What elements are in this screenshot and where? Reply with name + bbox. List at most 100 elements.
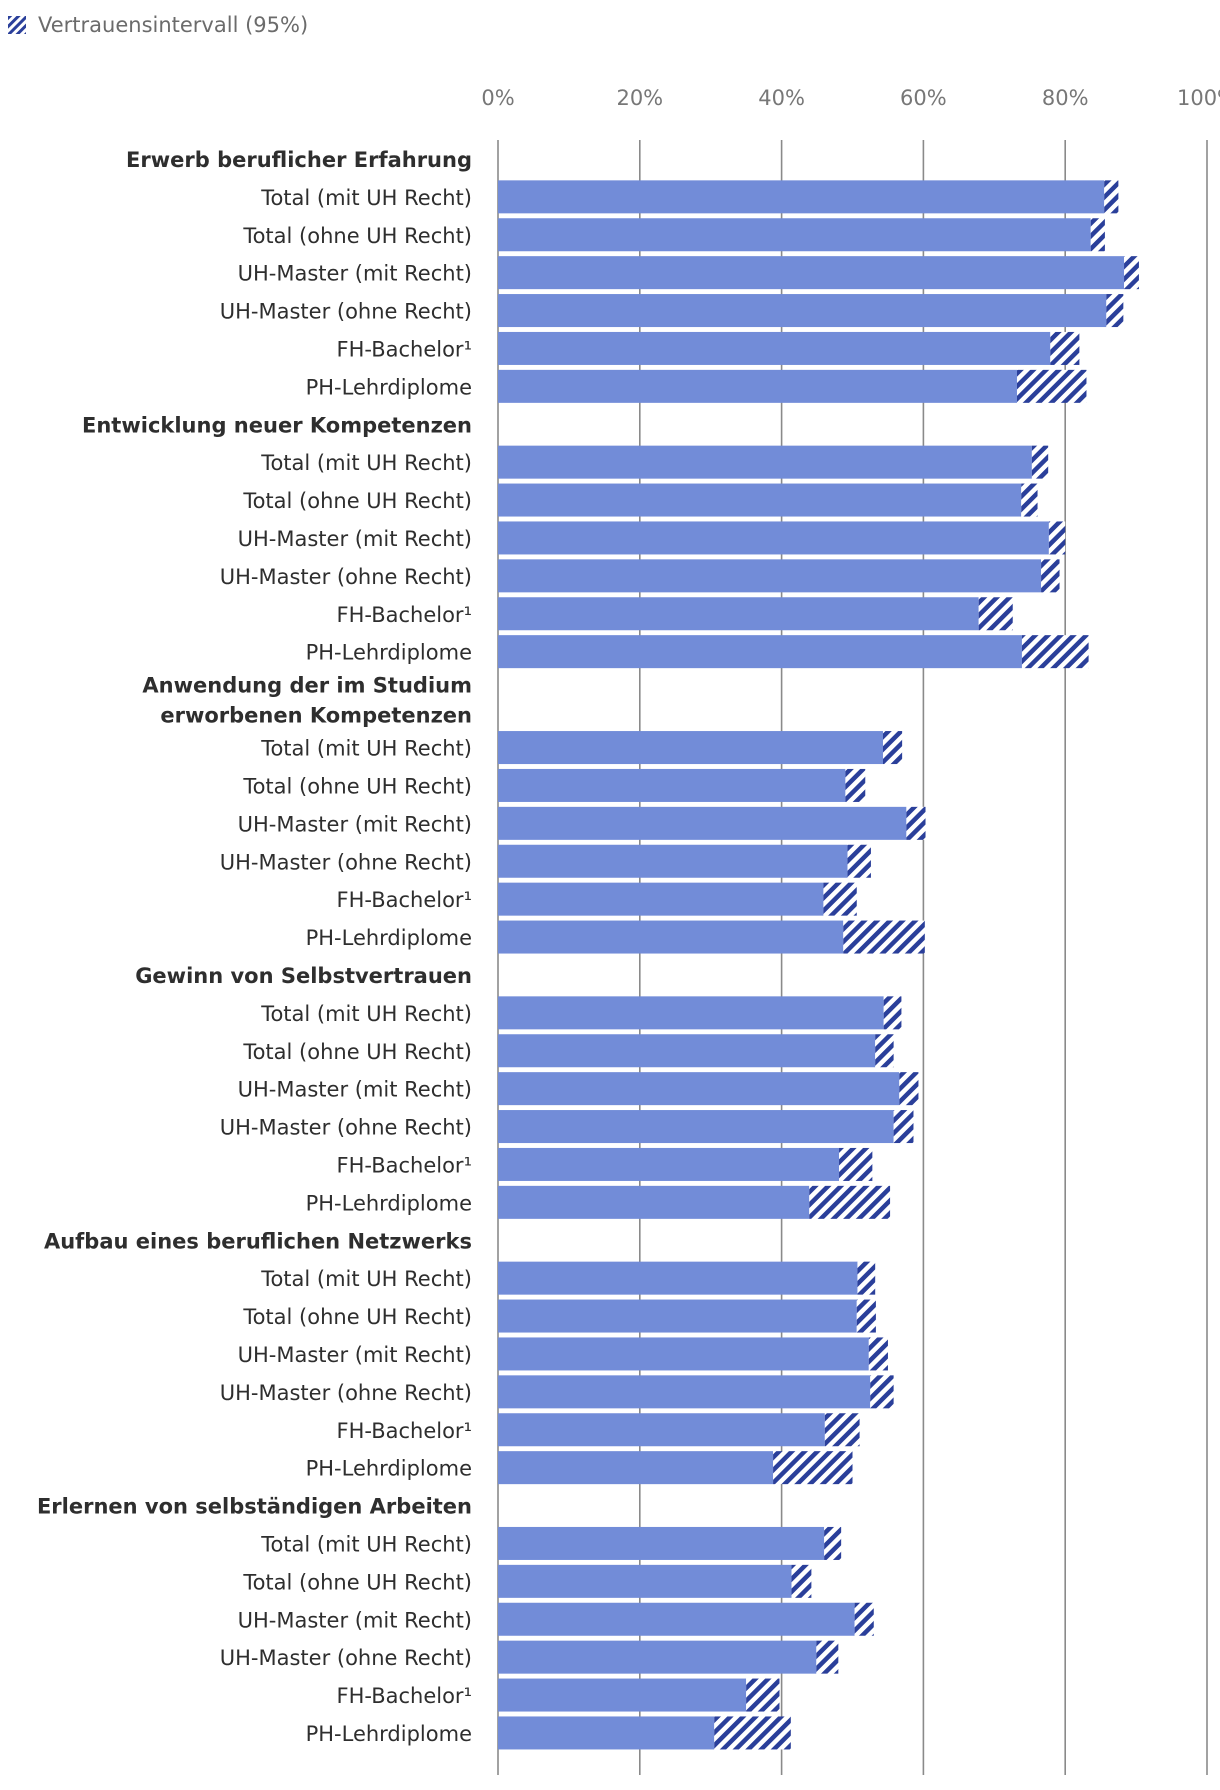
confidence-interval	[1041, 559, 1060, 593]
bar	[498, 180, 1105, 214]
confidence-interval	[773, 1451, 853, 1485]
row-label: Total (mit UH Recht)	[260, 737, 472, 761]
group-title: Erlernen von selbständigen Arbeiten	[37, 1495, 472, 1519]
confidence-interval	[843, 920, 925, 954]
bar	[498, 1451, 774, 1485]
row-label: UH-Master (mit Recht)	[238, 262, 472, 286]
row-label: Total (mit UH Recht)	[260, 1267, 472, 1291]
legend-label: Vertrauensintervall (95%)	[38, 13, 309, 37]
group-title: Gewinn von Selbstvertrauen	[135, 964, 472, 988]
bar	[498, 1602, 855, 1636]
bar	[498, 635, 1022, 669]
row-label: PH-Lehrdiplome	[306, 1457, 472, 1481]
hatch-legend-icon	[8, 16, 26, 34]
row-label: UH-Master (ohne Recht)	[220, 850, 472, 874]
group-title: erworbenen Kompetenzen	[160, 704, 472, 728]
bar	[498, 1337, 869, 1371]
row-label: UH-Master (ohne Recht)	[220, 1646, 472, 1670]
confidence-interval	[870, 1375, 894, 1409]
row-label: UH-Master (mit Recht)	[238, 1078, 472, 1102]
confidence-interval	[893, 1110, 914, 1144]
row-label: UH-Master (ohne Recht)	[220, 300, 472, 324]
confidence-interval	[714, 1716, 791, 1750]
bar	[498, 1299, 857, 1333]
row-label: FH-Bachelor¹	[337, 603, 473, 627]
row-label: Total (ohne UH Recht)	[242, 1040, 472, 1064]
confidence-interval	[1050, 331, 1080, 365]
confidence-interval	[1104, 180, 1119, 214]
x-tick-label: 80%	[1042, 86, 1089, 110]
bar	[498, 218, 1091, 252]
row-label: FH-Bachelor¹	[337, 337, 473, 361]
confidence-interval	[1016, 369, 1087, 403]
x-tick-label: 60%	[900, 86, 947, 110]
bar	[498, 1678, 747, 1712]
bar	[498, 1034, 876, 1068]
row-label: Total (ohne UH Recht)	[242, 774, 472, 798]
confidence-interval	[791, 1564, 812, 1598]
x-tick-label: 40%	[758, 86, 805, 110]
bar	[498, 844, 848, 878]
confidence-interval	[978, 597, 1013, 631]
x-tick-label: 20%	[616, 86, 663, 110]
bar	[498, 1640, 817, 1674]
confidence-interval	[856, 1299, 876, 1333]
confidence-interval	[875, 1034, 894, 1068]
row-label: FH-Bachelor¹	[337, 1684, 473, 1708]
confidence-interval	[854, 1602, 874, 1636]
bar	[498, 920, 844, 954]
row-label: UH-Master (mit Recht)	[238, 527, 472, 551]
bar	[498, 1375, 871, 1409]
bar	[498, 256, 1125, 290]
confidence-interval	[839, 1147, 873, 1181]
row-label: FH-Bachelor¹	[337, 1419, 473, 1443]
confidence-interval	[906, 806, 926, 840]
row-label: UH-Master (mit Recht)	[238, 1343, 472, 1367]
bar	[498, 369, 1017, 403]
bar	[498, 768, 846, 802]
confidence-interval	[746, 1678, 780, 1712]
confidence-interval	[857, 1261, 876, 1295]
confidence-interval	[824, 1413, 860, 1447]
row-label: Total (mit UH Recht)	[260, 1002, 472, 1026]
confidence-interval	[882, 731, 903, 765]
row-label: UH-Master (mit Recht)	[238, 812, 472, 836]
row-label: PH-Lehrdiplome	[306, 1191, 472, 1215]
row-label: UH-Master (ohne Recht)	[220, 1381, 472, 1405]
confidence-interval	[847, 844, 871, 878]
x-tick-label: 0%	[481, 86, 514, 110]
confidence-interval	[823, 882, 857, 916]
bar	[498, 597, 979, 631]
row-label: UH-Master (mit Recht)	[238, 1608, 472, 1632]
group-title: Erwerb beruflicher Erfahrung	[126, 148, 472, 172]
row-label: PH-Lehrdiplome	[306, 1722, 472, 1746]
row-label: Total (ohne UH Recht)	[242, 489, 472, 513]
row-label: PH-Lehrdiplome	[306, 641, 472, 665]
row-label: PH-Lehrdiplome	[306, 375, 472, 399]
legend: Vertrauensintervall (95%)	[8, 10, 308, 40]
bar	[498, 445, 1032, 479]
bar	[498, 294, 1107, 328]
row-label: Total (ohne UH Recht)	[242, 1570, 472, 1594]
row-label: UH-Master (ohne Recht)	[220, 1116, 472, 1140]
bar	[498, 1261, 858, 1295]
bar	[498, 1072, 900, 1106]
confidence-interval	[1021, 635, 1089, 669]
row-label: FH-Bachelor¹	[337, 1153, 473, 1177]
row-label: FH-Bachelor¹	[337, 888, 473, 912]
confidence-interval	[809, 1185, 891, 1219]
confidence-interval	[1124, 256, 1139, 290]
bar	[498, 996, 884, 1030]
row-label: Total (mit UH Recht)	[260, 186, 472, 210]
confidence-interval	[883, 996, 902, 1030]
confidence-interval	[1048, 521, 1066, 555]
row-label: Total (mit UH Recht)	[260, 1532, 472, 1556]
bar	[498, 882, 824, 916]
confidence-interval	[1090, 218, 1105, 252]
confidence-interval	[1031, 445, 1049, 479]
row-label: Total (ohne UH Recht)	[242, 1305, 472, 1329]
bar	[498, 559, 1042, 593]
bar	[498, 1564, 792, 1598]
bar	[498, 331, 1051, 365]
